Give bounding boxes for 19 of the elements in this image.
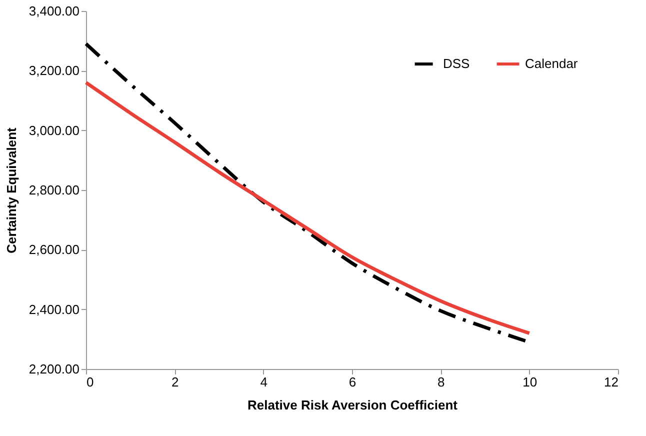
y-tick-label: 2,200.00 — [28, 362, 80, 376]
x-tick-label: 8 — [438, 374, 445, 390]
y-tick-label: 3,400.00 — [28, 4, 80, 18]
y-tick-label: 3,000.00 — [28, 122, 80, 138]
x-tick-label: 10 — [522, 374, 538, 390]
x-tick-label: 12 — [604, 374, 618, 390]
legend-label: DSS — [443, 56, 470, 71]
y-tick-label: 2,800.00 — [28, 182, 80, 198]
x-axis-title: Relative Risk Aversion Coefficient — [248, 398, 458, 412]
y-tick-label: 2,600.00 — [28, 242, 80, 258]
y-axis-title: Certainty Equivalent — [4, 126, 19, 254]
x-tick-label: 6 — [348, 374, 356, 390]
y-tick-label: 2,400.00 — [28, 302, 80, 317]
x-tick-label: 4 — [260, 374, 268, 390]
x-tick-label: 2 — [172, 374, 179, 390]
line-series — [84, 80, 532, 335]
x-tick-label: 0 — [86, 374, 94, 390]
y-tick-label: 3,200.00 — [28, 63, 80, 78]
legend-label: Calendar — [525, 56, 578, 71]
